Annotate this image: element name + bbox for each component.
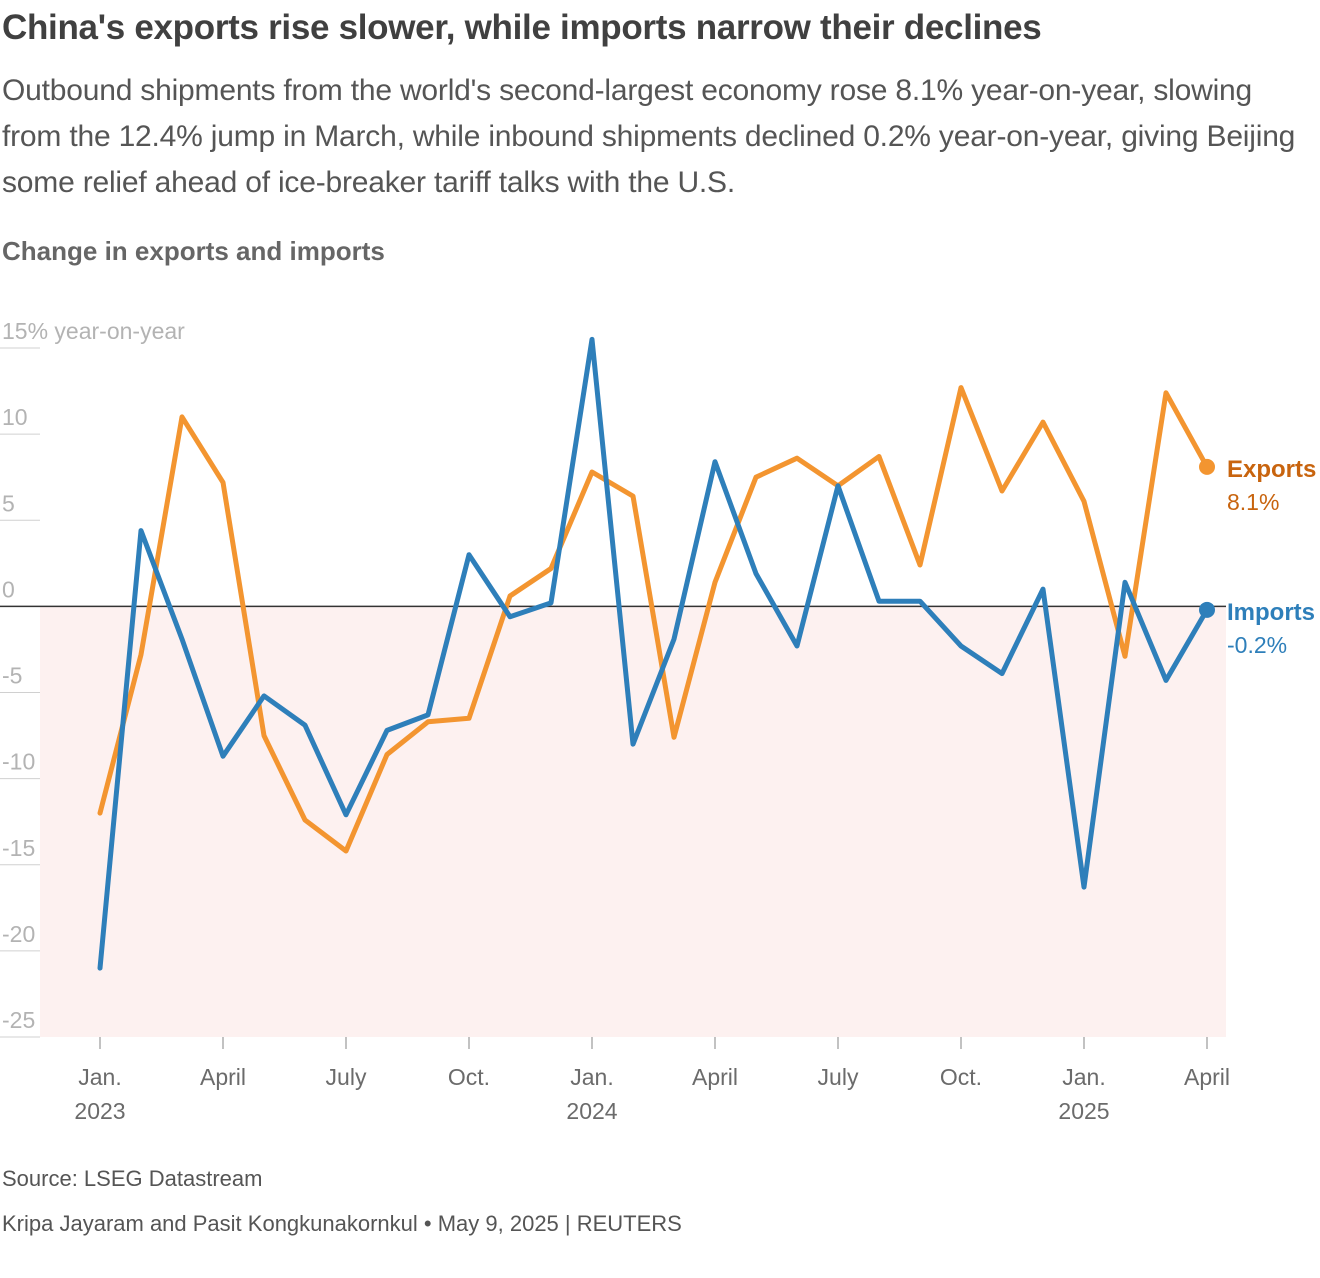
x-tick-year-label: 2023 (74, 1098, 125, 1124)
x-tick-label: July (326, 1064, 367, 1090)
series-line-exports (97, 385, 1210, 854)
x-tick-label: Jan. (570, 1064, 613, 1090)
x-tick-label: April (200, 1064, 246, 1090)
x-tick-label: Jan. (78, 1064, 121, 1090)
line-chart: 15% year-on-year 10 5 0 -5 -10 -15 -20 -25 Jan. 2… (0, 318, 1316, 1124)
y-tick-label: -10 (2, 749, 35, 775)
x-tick-label: July (818, 1064, 859, 1090)
series-name-label: Exports (1227, 456, 1316, 483)
y-tick-label: 10 (2, 404, 28, 430)
y-tick-label: -5 (2, 663, 22, 689)
y-axis: 15% year-on-year 10 5 0 -5 -10 -15 -20 -25 (0, 318, 185, 1038)
y-tick-label: 5 (2, 490, 15, 516)
series-value-label: 8.1% (1227, 489, 1279, 515)
series-line-imports (97, 336, 1210, 971)
negative-region (40, 606, 1226, 1037)
credit-line: Kripa Jayaram and Pasit Kongkunakornkul … (2, 1211, 682, 1236)
y-tick-label: -15 (2, 835, 35, 861)
x-axis: Jan. 2023 April July Oct. Jan. 2024 April July Oc… (0, 605, 1230, 1124)
x-tick-label: Jan. (1062, 1064, 1105, 1090)
x-tick-label: Oct. (448, 1064, 490, 1090)
series-layer (97, 336, 1215, 971)
source-note: Source: LSEG Datastream (2, 1166, 263, 1191)
chart-headline: China's exports rise slower, while impor… (2, 8, 1042, 47)
x-tick-year-label: 2024 (566, 1098, 617, 1124)
x-tick-label: April (692, 1064, 738, 1090)
x-tick-label: April (1184, 1064, 1230, 1090)
end-labels: Exports 8.1% Imports -0.2% (1227, 456, 1316, 658)
y-tick-label: 15% year-on-year (2, 318, 185, 344)
series-endpoint-imports (1199, 601, 1215, 618)
series-endpoint-exports (1199, 458, 1215, 475)
chart-title: Change in exports and imports (2, 236, 385, 266)
series-value-label: -0.2% (1227, 632, 1287, 658)
series-name-label: Imports (1227, 599, 1315, 626)
x-tick-year-label: 2025 (1058, 1098, 1109, 1124)
y-tick-label: 0 (2, 576, 15, 602)
x-tick-label: Oct. (940, 1064, 982, 1090)
chart-subtitle: Outbound shipments from the world's seco… (2, 74, 1296, 199)
negative-band-layer (40, 606, 1226, 1037)
y-tick-label: -20 (2, 921, 35, 947)
y-tick-label: -25 (2, 1007, 35, 1033)
